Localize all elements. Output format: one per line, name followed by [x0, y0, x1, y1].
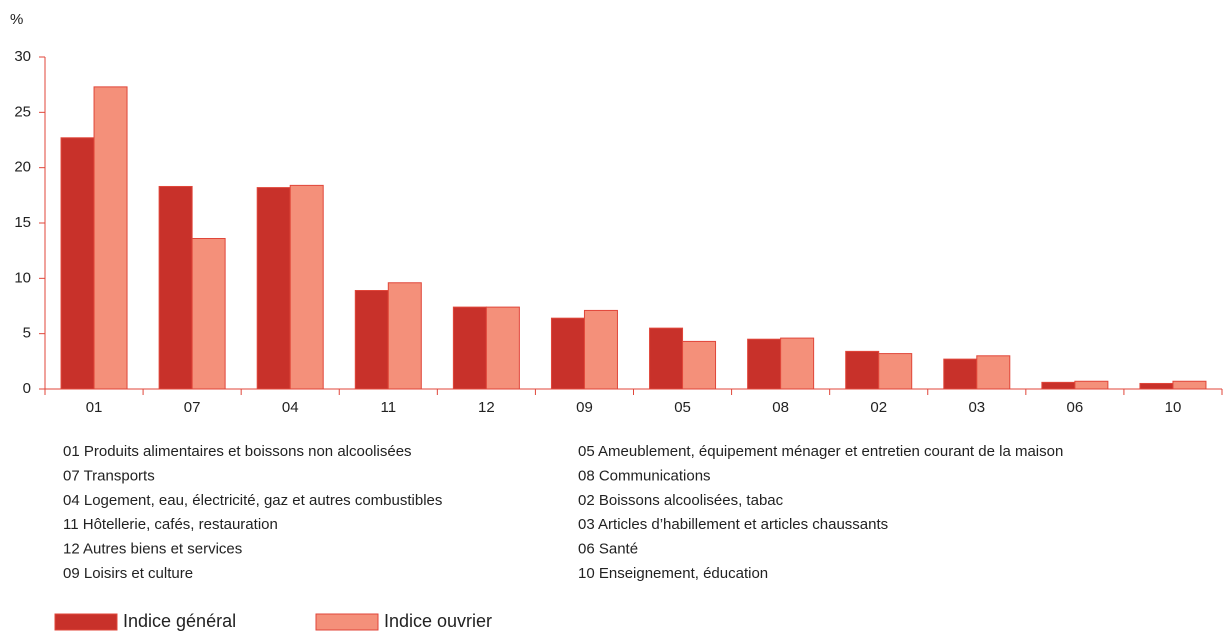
- bar: [1139, 382, 1174, 390]
- description: 01 Produits alimentaires et boissons non…: [63, 443, 412, 460]
- legend-swatch: [54, 613, 118, 631]
- bar: [256, 187, 291, 390]
- legend-label: Indice ouvrier: [384, 611, 492, 631]
- bar: [354, 290, 389, 390]
- x-tick-label: 10: [1165, 399, 1182, 416]
- y-tick-label: 30: [14, 48, 31, 65]
- x-tick-label: 07: [184, 399, 201, 416]
- bar: [649, 327, 684, 390]
- y-tick-label: 25: [14, 103, 31, 120]
- bar: [387, 282, 422, 390]
- description: 05 Ameublement, équipement ménager et en…: [578, 443, 1063, 460]
- bar: [93, 86, 128, 390]
- bar: [191, 237, 226, 390]
- x-tick-label: 01: [86, 399, 103, 416]
- description: 08 Communications: [578, 467, 711, 484]
- x-tick-label: 06: [1067, 399, 1084, 416]
- bar: [780, 337, 815, 390]
- legend-label: Indice général: [123, 611, 236, 631]
- description: 10 Enseignement, éducation: [578, 565, 768, 582]
- bar: [158, 185, 193, 390]
- x-tick-label: 02: [870, 399, 887, 416]
- x-tick-label: 12: [478, 399, 495, 416]
- x-tick-label: 03: [968, 399, 985, 416]
- y-tick-label: 0: [23, 380, 31, 397]
- bar: [1041, 381, 1076, 390]
- bar: [1172, 380, 1207, 390]
- bar: [452, 306, 487, 390]
- description: 03 Articles d’habillement et articles ch…: [578, 516, 888, 533]
- description: 12 Autres biens et services: [63, 541, 242, 558]
- y-axis-label: %: [10, 11, 23, 28]
- bar: [60, 137, 95, 390]
- bar: [289, 184, 324, 390]
- legend-swatch: [315, 613, 379, 631]
- x-tick-label: 11: [381, 399, 397, 416]
- x-tick-label: 08: [772, 399, 789, 416]
- bar: [747, 338, 782, 390]
- description: 06 Santé: [578, 541, 638, 558]
- bar: [845, 350, 880, 390]
- bar: [682, 340, 717, 390]
- x-tick-label: 05: [674, 399, 691, 416]
- y-tick-label: 15: [14, 214, 31, 231]
- bar: [976, 355, 1011, 390]
- bar: [485, 306, 520, 390]
- x-tick-label: 09: [576, 399, 593, 416]
- bar: [943, 358, 978, 390]
- bar: [878, 353, 913, 390]
- y-tick-label: 5: [23, 325, 31, 342]
- description: 02 Boissons alcoolisées, tabac: [578, 492, 784, 509]
- bar: [550, 317, 585, 390]
- description: 09 Loisirs et culture: [63, 565, 193, 582]
- bar: [1074, 380, 1109, 390]
- y-tick-label: 10: [14, 269, 31, 286]
- description: 04 Logement, eau, électricité, gaz et au…: [63, 492, 442, 509]
- description: 11 Hôtellerie, cafés, restauration: [63, 516, 278, 533]
- bar: [583, 309, 618, 390]
- y-tick-label: 20: [14, 159, 31, 176]
- x-tick-label: 04: [282, 399, 299, 416]
- description: 07 Transports: [63, 467, 155, 484]
